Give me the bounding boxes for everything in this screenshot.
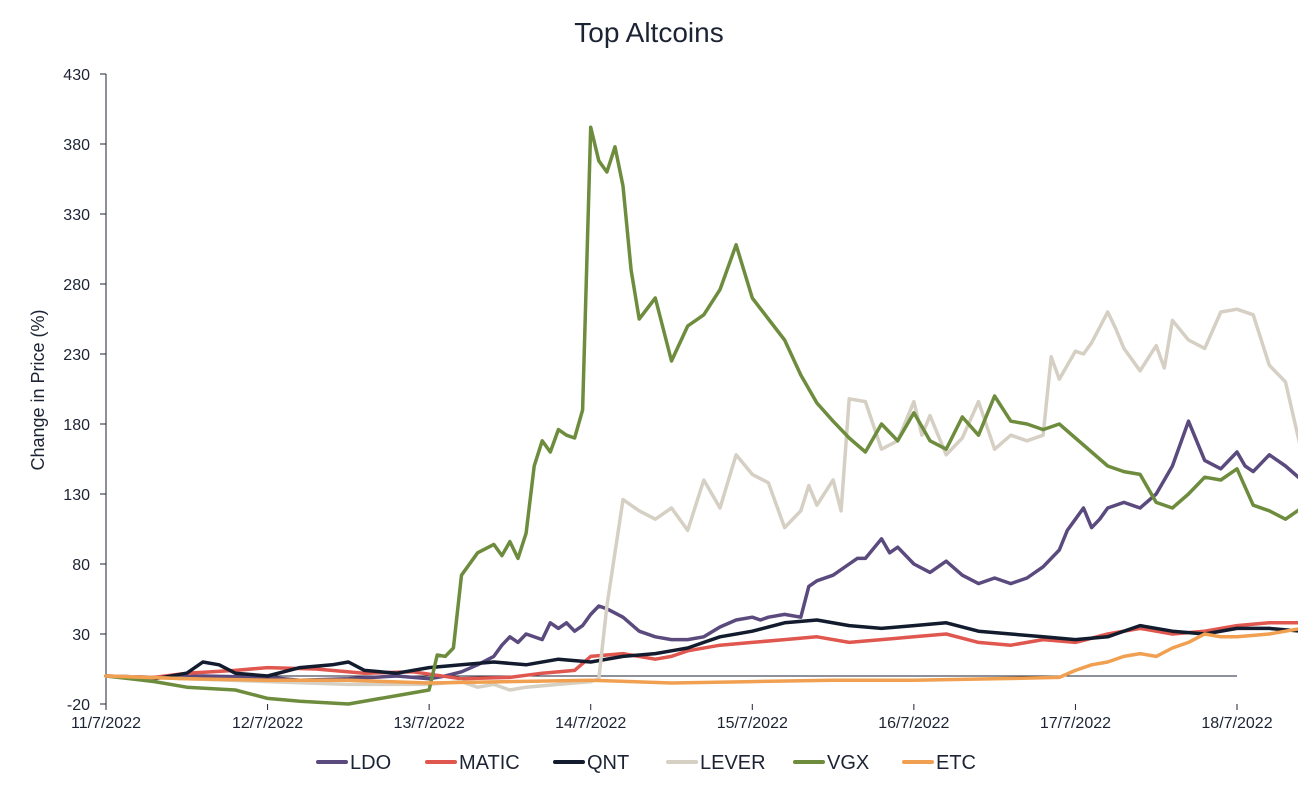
series-lines (104, 125, 1298, 706)
y-tick-label: 230 (63, 347, 90, 364)
x-tick-label: 12/7/2022 (232, 715, 303, 732)
series-line-matic (104, 621, 1298, 681)
series-line-ldo (104, 419, 1298, 682)
y-tick-label: 280 (63, 277, 90, 294)
x-tick-label: 15/7/2022 (717, 715, 788, 732)
x-axis-ticks: 11/7/2022 12/7/2022 13/7/2022 14/7/2022 15/7… (71, 704, 1273, 732)
y-tick-label: -20 (67, 697, 90, 714)
legend-label-matic: MATIC (459, 752, 520, 774)
x-tick-label: 17/7/2022 (1040, 715, 1111, 732)
legend-label-qnt: QNT (587, 752, 629, 774)
y-axis-ticks: -20 30 80 130 180 230 280 330 380 430 (63, 67, 106, 714)
y-tick-label: 430 (63, 67, 90, 84)
y-tick-label: 130 (63, 487, 90, 504)
series-line-qnt (104, 618, 1298, 681)
legend-label-lever: LEVER (700, 752, 766, 774)
chart-title: Top Altcoins (574, 17, 723, 48)
x-tick-label: 13/7/2022 (394, 715, 465, 732)
series-line-vgx (104, 125, 1298, 706)
legend: LDO MATIC QNT LEVER VGX ETC (316, 752, 976, 774)
y-tick-label: 380 (63, 137, 90, 154)
y-tick-label: 30 (72, 627, 90, 644)
y-tick-label: 180 (63, 417, 90, 434)
x-tick-label: 14/7/2022 (555, 715, 626, 732)
y-axis-label: Change in Price (%) (28, 309, 48, 470)
series-line-etc (104, 627, 1298, 685)
x-tick-label: 18/7/2022 (1201, 715, 1272, 732)
y-tick-label: 80 (72, 557, 90, 574)
legend-label-vgx: VGX (827, 752, 869, 774)
legend-label-ldo: LDO (350, 752, 391, 774)
x-tick-label: 11/7/2022 (71, 715, 141, 732)
y-tick-label: 330 (63, 207, 90, 224)
x-tick-label: 16/7/2022 (878, 715, 949, 732)
legend-label-etc: ETC (936, 752, 976, 774)
